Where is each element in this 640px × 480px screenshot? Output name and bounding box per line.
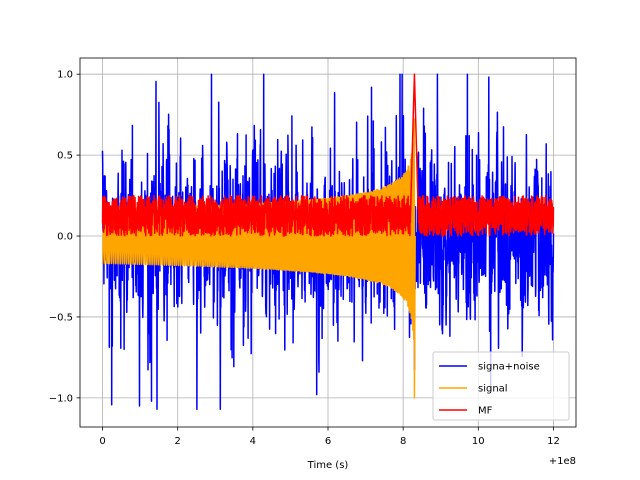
series-line-mf	[101, 73, 555, 237]
x-tick-label: 2	[175, 436, 181, 447]
series-layer	[101, 73, 555, 410]
x-axis-offset-label: +1e8	[549, 456, 576, 467]
legend-label: signal	[478, 384, 508, 395]
x-tick-label: 10	[472, 436, 485, 447]
legend-label: signa+noise	[478, 362, 540, 373]
x-tick-label: 8	[400, 436, 406, 447]
x-tick-label: 12	[547, 436, 560, 447]
y-tick-label: −0.5	[49, 312, 73, 323]
x-tick-label: 6	[325, 436, 331, 447]
series-line-signa-noise	[101, 73, 555, 410]
legend: signa+noise signal MF	[432, 351, 570, 421]
series-line-signal	[101, 118, 416, 399]
y-tick-label: 1.0	[57, 70, 73, 81]
y-tick-label: −1.0	[49, 393, 73, 404]
legend-frame	[432, 351, 570, 421]
x-axis-ticks: 0 2 4 6 8 10 12	[99, 427, 560, 447]
x-tick-label: 4	[250, 436, 256, 447]
y-tick-label: 0.0	[57, 232, 73, 243]
x-tick-label: 0	[99, 436, 105, 447]
y-axis-ticks: −1.0 −0.5 0.0 0.5 1.0	[49, 70, 80, 404]
x-axis-label: Time (s)	[307, 460, 349, 471]
legend-label: MF	[478, 406, 493, 417]
y-tick-label: 0.5	[57, 151, 73, 162]
